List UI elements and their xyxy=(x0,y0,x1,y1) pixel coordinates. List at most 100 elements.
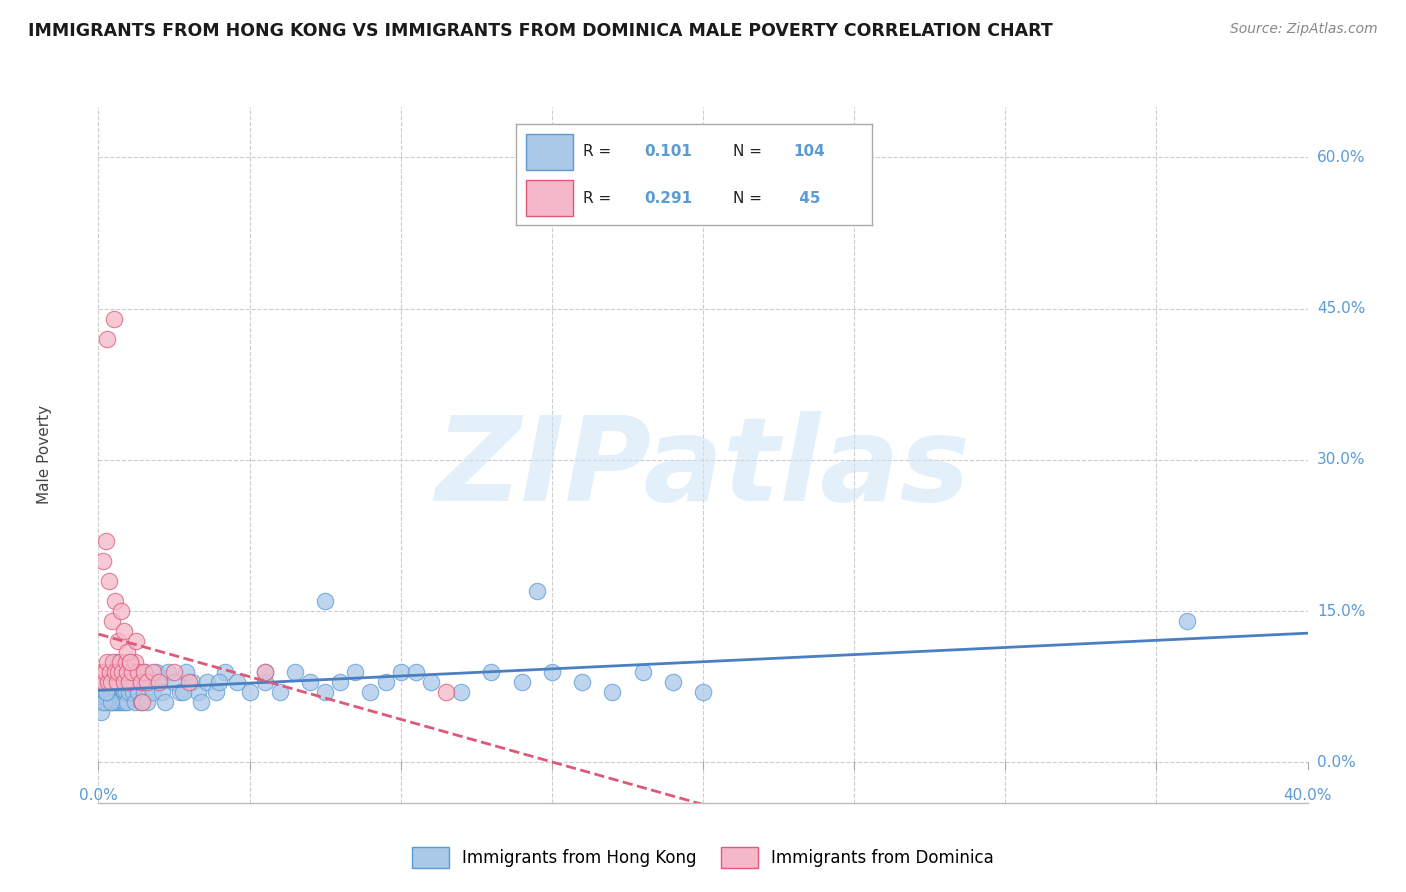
Point xyxy=(105,674,128,689)
Text: 40.0%: 40.0% xyxy=(1284,788,1331,803)
Point xyxy=(94,685,117,699)
Point xyxy=(112,674,135,689)
Point xyxy=(120,655,142,669)
Point xyxy=(100,695,122,709)
Point xyxy=(163,674,186,689)
Text: 0.101: 0.101 xyxy=(644,145,692,159)
Point xyxy=(145,665,167,679)
Point xyxy=(108,695,131,709)
Point xyxy=(93,695,115,709)
Point xyxy=(121,665,143,679)
Point xyxy=(105,685,128,699)
Point xyxy=(115,665,138,679)
Point xyxy=(661,674,683,689)
Point xyxy=(389,665,412,679)
Point xyxy=(96,674,118,689)
Point xyxy=(125,634,148,648)
Point xyxy=(114,674,136,689)
Point xyxy=(90,685,112,699)
Point xyxy=(135,674,157,689)
Point xyxy=(174,665,197,679)
Point xyxy=(269,685,291,699)
Point xyxy=(127,685,149,699)
Point xyxy=(96,685,118,699)
Point xyxy=(239,685,262,699)
Point xyxy=(314,685,336,699)
Text: 30.0%: 30.0% xyxy=(1317,452,1365,467)
Point xyxy=(314,594,336,608)
Point xyxy=(103,665,125,679)
Point xyxy=(112,674,135,689)
Point xyxy=(89,674,111,689)
Point xyxy=(101,655,124,669)
Point xyxy=(108,674,131,689)
Point xyxy=(125,674,148,689)
Point xyxy=(226,674,249,689)
Text: 60.0%: 60.0% xyxy=(1317,150,1365,165)
Point xyxy=(602,685,624,699)
Point xyxy=(631,665,654,679)
Point xyxy=(118,685,141,699)
Text: 0.291: 0.291 xyxy=(644,191,692,205)
Point xyxy=(172,685,194,699)
Point xyxy=(94,665,117,679)
Point xyxy=(148,674,170,689)
Point xyxy=(329,674,352,689)
Point xyxy=(374,674,396,689)
Text: R =: R = xyxy=(583,191,616,205)
Point xyxy=(181,674,204,689)
Point xyxy=(128,665,150,679)
Point xyxy=(115,685,138,699)
Point xyxy=(163,665,186,679)
Point xyxy=(114,695,136,709)
Point xyxy=(108,685,131,699)
Point xyxy=(190,695,212,709)
Point xyxy=(150,685,173,699)
Point xyxy=(122,685,145,699)
Point xyxy=(111,685,134,699)
Point xyxy=(124,655,146,669)
Point xyxy=(169,685,191,699)
Point xyxy=(142,665,165,679)
Point xyxy=(205,685,228,699)
Point xyxy=(156,665,179,679)
Point xyxy=(135,695,157,709)
Point xyxy=(195,674,218,689)
Point xyxy=(129,695,152,709)
Point xyxy=(127,665,149,679)
Point xyxy=(104,685,127,699)
Point xyxy=(90,695,112,709)
Point xyxy=(420,674,443,689)
Point xyxy=(100,674,122,689)
Point xyxy=(97,695,120,709)
Point xyxy=(112,624,135,639)
Point xyxy=(94,685,117,699)
Point xyxy=(93,695,115,709)
Text: N =: N = xyxy=(733,145,768,159)
Point xyxy=(510,674,533,689)
Point xyxy=(98,685,121,699)
Point xyxy=(91,674,114,689)
Point xyxy=(111,695,134,709)
Text: 45.0%: 45.0% xyxy=(1317,301,1365,316)
Point xyxy=(114,655,136,669)
Point xyxy=(96,685,118,699)
Point xyxy=(108,655,131,669)
Point xyxy=(179,674,201,689)
Point xyxy=(214,665,236,679)
Point xyxy=(105,674,128,689)
Point xyxy=(96,655,118,669)
Point xyxy=(253,665,276,679)
Point xyxy=(571,674,593,689)
Point xyxy=(299,674,322,689)
Point xyxy=(148,674,170,689)
Point xyxy=(90,705,112,719)
Point xyxy=(94,533,117,548)
Point xyxy=(93,674,115,689)
Text: 0.0%: 0.0% xyxy=(79,788,118,803)
Text: ZIPatlas: ZIPatlas xyxy=(436,411,970,526)
Text: IMMIGRANTS FROM HONG KONG VS IMMIGRANTS FROM DOMINICA MALE POVERTY CORRELATION C: IMMIGRANTS FROM HONG KONG VS IMMIGRANTS … xyxy=(28,22,1053,40)
Point xyxy=(100,695,122,709)
Point xyxy=(132,665,155,679)
Point xyxy=(104,594,127,608)
